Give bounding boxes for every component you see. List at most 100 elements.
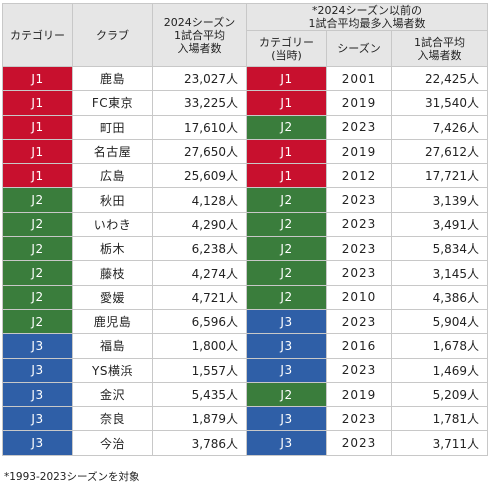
- prior-season-cell: 2023: [326, 211, 392, 238]
- prior-category-cell: J2: [246, 236, 327, 262]
- category-cell: J3: [2, 357, 73, 383]
- footnote: *1993-2023シーズンを対象: [4, 471, 140, 483]
- header-club: クラブ: [72, 3, 153, 67]
- prior-season-cell: 2023: [326, 236, 392, 262]
- table-row: J2 秋田 4,128人 J2 2023 3,139人: [2, 187, 489, 213]
- category-cell: J3: [2, 430, 73, 456]
- avg-2024-cell: 3,786人: [152, 430, 247, 456]
- prior-category-cell: J2: [246, 381, 327, 408]
- club-cell: YS横浜: [72, 357, 153, 383]
- table-row: J2 藤枝 4,274人 J2 2023 3,145人: [2, 260, 489, 286]
- table-row: J1 町田 17,610人 J2 2023 7,426人: [2, 114, 489, 140]
- avg-2024-cell: 1,879人: [152, 406, 247, 432]
- table-row: J3 YS横浜 1,557人 J3 2023 1,469人: [2, 357, 489, 383]
- avg-2024-cell: 27,650人: [152, 138, 247, 165]
- header-prior-group-line1: *2024シーズン以前の: [312, 4, 422, 18]
- header-prior-group: *2024シーズン以前の 1試合平均最多入場者数: [245, 2, 489, 32]
- prior-avg-cell: 5,904人: [390, 308, 489, 335]
- category-cell: J3: [2, 381, 73, 408]
- prior-category-cell: J3: [246, 357, 327, 383]
- prior-season-cell: 2023: [326, 406, 392, 432]
- header-prior-group-line2: 1試合平均最多入場者数: [308, 17, 426, 31]
- attendance-table: カテゴリー クラブ 2024シーズン 1試合平均 入場者数 *2024シーズン以…: [2, 2, 489, 456]
- header-prior-season: シーズン: [326, 30, 392, 67]
- prior-season-cell: 2019: [326, 90, 392, 116]
- avg-2024-cell: 4,721人: [152, 284, 247, 310]
- avg-2024-cell: 6,238人: [152, 236, 247, 262]
- prior-avg-cell: 5,209人: [390, 381, 489, 408]
- prior-avg-cell: 27,612人: [390, 138, 489, 165]
- prior-category-cell: J2: [246, 211, 327, 238]
- prior-avg-cell: 5,834人: [390, 236, 489, 262]
- prior-avg-cell: 31,540人: [390, 90, 489, 116]
- category-cell: J2: [2, 211, 73, 238]
- club-cell: 金沢: [72, 381, 153, 408]
- prior-season-cell: 2019: [326, 138, 392, 165]
- prior-avg-cell: 3,711人: [390, 430, 489, 456]
- avg-2024-cell: 4,274人: [152, 260, 247, 286]
- prior-season-cell: 2012: [326, 163, 392, 189]
- club-cell: 鹿島: [72, 65, 153, 92]
- prior-season-cell: 2023: [326, 260, 392, 286]
- prior-season-cell: 2023: [326, 187, 392, 213]
- club-cell: 鹿児島: [72, 308, 153, 335]
- avg-2024-cell: 4,128人: [152, 187, 247, 213]
- prior-season-cell: 2010: [326, 284, 392, 310]
- prior-avg-cell: 4,386人: [390, 284, 489, 310]
- category-cell: J2: [2, 260, 73, 286]
- prior-category-cell: J3: [246, 308, 327, 335]
- header-prior-avg-line1: 1試合平均: [414, 35, 465, 49]
- prior-avg-cell: 3,145人: [390, 260, 489, 286]
- club-cell: 愛媛: [72, 284, 153, 310]
- prior-category-cell: J1: [246, 138, 327, 165]
- table-row: J1 FC東京 33,225人 J1 2019 31,540人: [2, 90, 489, 116]
- avg-2024-cell: 17,610人: [152, 114, 247, 140]
- table-body: J1 鹿島 23,027人 J1 2001 22,425人 J1 FC東京 33,225人 J1 2…: [2, 65, 489, 456]
- table-row: J2 いわき 4,290人 J2 2023 3,491人: [2, 211, 489, 238]
- prior-category-cell: J1: [246, 163, 327, 189]
- prior-avg-cell: 1,678人: [390, 333, 489, 359]
- header-avg-2024-line1: 2024シーズン: [163, 15, 236, 29]
- category-cell: J1: [2, 114, 73, 140]
- prior-season-cell: 2023: [326, 114, 392, 140]
- club-cell: 藤枝: [72, 260, 153, 286]
- header-prior-avg: 1試合平均 入場者数: [390, 30, 489, 67]
- table-row: J3 今治 3,786人 J3 2023 3,711人: [2, 430, 489, 456]
- header-prior-category-line1: カテゴリー: [259, 35, 314, 49]
- category-cell: J1: [2, 138, 73, 165]
- club-cell: 今治: [72, 430, 153, 456]
- prior-avg-cell: 3,139人: [390, 187, 489, 213]
- prior-category-cell: J2: [246, 187, 327, 213]
- avg-2024-cell: 1,800人: [152, 333, 247, 359]
- club-cell: 福島: [72, 333, 153, 359]
- category-cell: J1: [2, 65, 73, 92]
- table-row: J2 栃木 6,238人 J2 2023 5,834人: [2, 236, 489, 262]
- category-cell: J2: [2, 236, 73, 262]
- avg-2024-cell: 5,435人: [152, 381, 247, 408]
- prior-category-cell: J3: [246, 333, 327, 359]
- club-cell: 秋田: [72, 187, 153, 213]
- prior-avg-cell: 7,426人: [390, 114, 489, 140]
- header-avg-2024-line3: 入場者数: [177, 41, 222, 55]
- table-row: J2 愛媛 4,721人 J2 2010 4,386人: [2, 284, 489, 310]
- table-row: J3 金沢 5,435人 J2 2019 5,209人: [2, 381, 489, 408]
- avg-2024-cell: 23,027人: [152, 65, 247, 92]
- table-row: J3 奈良 1,879人 J3 2023 1,781人: [2, 406, 489, 432]
- table-row: J3 福島 1,800人 J3 2016 1,678人: [2, 333, 489, 359]
- header-prior-category: カテゴリー (当時): [246, 30, 327, 67]
- category-cell: J1: [2, 90, 73, 116]
- prior-avg-cell: 1,469人: [390, 357, 489, 383]
- club-cell: 広島: [72, 163, 153, 189]
- table-row: J1 鹿島 23,027人 J1 2001 22,425人: [2, 65, 489, 92]
- category-cell: J2: [2, 187, 73, 213]
- club-cell: いわき: [72, 211, 153, 238]
- avg-2024-cell: 1,557人: [152, 357, 247, 383]
- prior-category-cell: J3: [246, 406, 327, 432]
- club-cell: 奈良: [72, 406, 153, 432]
- header-prior-category-line2: (当時): [271, 48, 302, 62]
- prior-season-cell: 2016: [326, 333, 392, 359]
- avg-2024-cell: 25,609人: [152, 163, 247, 189]
- header-category: カテゴリー: [2, 3, 73, 67]
- header-avg-2024: 2024シーズン 1試合平均 入場者数: [152, 3, 247, 67]
- table-row: J2 鹿児島 6,596人 J3 2023 5,904人: [2, 308, 489, 335]
